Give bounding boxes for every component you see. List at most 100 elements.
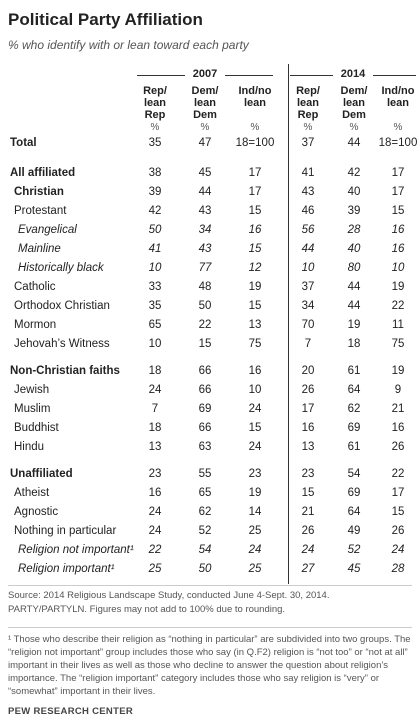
cell: 10 [301,262,315,274]
cell: 10 [148,338,162,350]
cell: 52 [198,525,212,537]
cell: 15 [391,506,405,518]
cell: 70 [301,319,315,331]
cell: 17 [391,186,405,198]
row-label: Agnostic [14,506,59,518]
cell: 24 [148,506,162,518]
cell: 77 [198,262,212,274]
column-header: Rep [144,109,166,121]
row-label: Catholic [14,281,56,293]
cell: 17 [391,487,405,499]
cell: 56 [301,224,315,236]
cell: 17 [391,167,405,179]
footnote: ¹ Those who describe their religion as “… [8,634,411,697]
cell: 27 [301,563,315,575]
cell: 18=100 [235,137,275,149]
cell: 64 [347,384,361,396]
cell: 25 [248,525,262,537]
cell: 13 [301,441,315,453]
cell: 46 [301,205,315,217]
cell: 42 [347,167,361,179]
cell: 19 [391,365,405,377]
cell: 15 [198,338,212,350]
row-label: Christian [14,186,64,198]
cell: 66 [198,422,212,434]
cell: 10 [148,262,162,274]
cell: 39 [148,186,162,198]
cell: 63 [198,441,212,453]
year-label: 2014 [333,68,373,80]
column-header: lean [243,97,266,109]
year-label: 2007 [185,68,225,80]
unit: % [200,122,210,133]
cell: 41 [301,167,315,179]
cell: 45 [198,167,212,179]
cell: 64 [347,506,361,518]
cell: 43 [198,243,212,255]
row-label: Orthodox Christian [14,300,110,312]
cell: 44 [347,300,361,312]
cell: 19 [347,319,361,331]
cell: 52 [347,544,361,556]
cell: 45 [347,563,361,575]
cell: 40 [347,186,361,198]
cell: 41 [148,243,162,255]
cell: 24 [148,525,162,537]
cell: 69 [198,403,212,415]
cell: 16 [248,224,262,236]
cell: 16 [391,243,405,255]
row-label: Non-Christian faiths [10,365,120,377]
cell: 16 [148,487,162,499]
row-label: Jehovah’s Witness [14,338,110,350]
row-label: Evangelical [18,224,77,236]
cell: 23 [301,468,315,480]
row-label: Hindu [14,441,45,453]
cell: 24 [148,384,162,396]
cell: 24 [248,403,262,415]
cell: 40 [347,243,361,255]
cell: 15 [391,205,405,217]
cell: 44 [301,243,315,255]
cell: 39 [347,205,361,217]
cell: 19 [248,487,262,499]
cell: 44 [347,137,361,149]
cell: 16 [301,422,315,434]
cell: 16 [391,422,405,434]
cell: 21 [301,506,315,518]
cell: 28 [347,224,361,236]
cell: 69 [347,422,361,434]
unit: % [349,122,359,133]
cell: 47 [198,137,212,149]
cell: 9 [394,384,402,396]
cell: 22 [391,468,405,480]
cell: 7 [151,403,159,415]
cell: 66 [198,365,212,377]
cell: 65 [198,487,212,499]
column-header: Ind/no [238,85,272,97]
column-header: Dem [342,109,366,121]
cell: 18=100 [378,137,418,149]
column-header: Ind/no [381,85,415,97]
cell: 19 [391,281,405,293]
cell: 43 [301,186,315,198]
cell: 26 [391,441,405,453]
cell: 61 [347,441,361,453]
cell: 62 [347,403,361,415]
column-header: Rep/ [143,85,167,97]
cell: 11 [392,319,404,331]
cell: 16 [248,365,262,377]
cell: 43 [198,205,212,217]
cell: 25 [248,563,262,575]
cell: 22 [198,319,212,331]
cell: 34 [301,300,315,312]
cell: 17 [301,403,315,415]
cell: 35 [148,137,162,149]
unit: % [250,122,260,133]
column-header: Dem/ [340,85,368,97]
cell: 69 [347,487,361,499]
cell: 17 [248,167,262,179]
row-label: Religion important¹ [18,563,115,575]
unit: % [150,122,160,133]
cell: 15 [248,300,262,312]
